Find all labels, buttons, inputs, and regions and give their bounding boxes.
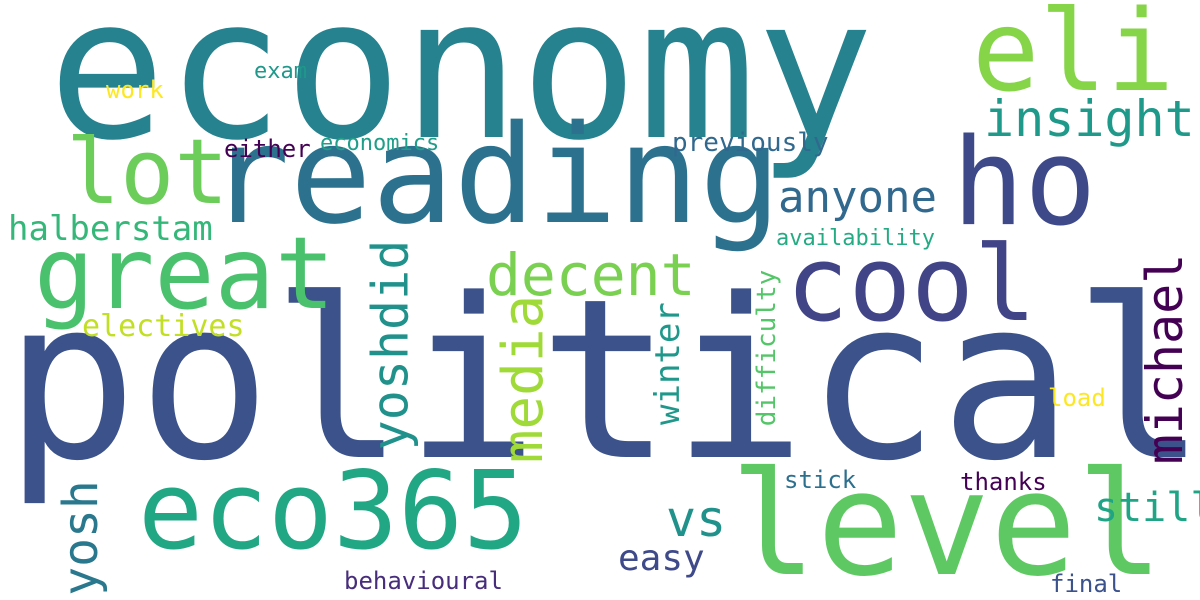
word-still: still <box>1094 485 1200 531</box>
word-insight: insight <box>984 90 1195 148</box>
word-previously: previously <box>672 128 829 158</box>
word-michael: michael <box>1136 253 1194 465</box>
word-final: final <box>1050 570 1123 598</box>
word-electives: electives <box>82 309 245 344</box>
word-political: political <box>4 252 1200 510</box>
word-eli: eli <box>972 0 1175 117</box>
word-ho: ho <box>952 114 1097 253</box>
word-availability: availability <box>776 226 935 251</box>
word-reading: reading <box>208 97 782 255</box>
word-easy: easy <box>618 538 705 579</box>
word-either: either <box>224 135 311 163</box>
word-economics: economics <box>320 131 440 156</box>
word-cool: cool <box>786 223 1037 345</box>
word-halberstam: halberstam <box>8 209 213 249</box>
word-exam: exam <box>254 59 307 84</box>
word-lot: lot <box>66 120 229 225</box>
word-level: level <box>730 440 1164 600</box>
word-stick: stick <box>784 466 857 494</box>
word-winter: winter <box>648 302 688 425</box>
word-yoshdid: yoshdid <box>361 239 420 451</box>
word-great: great <box>34 215 336 332</box>
word-vs: vs <box>666 490 727 548</box>
word-economy: economy <box>48 0 875 184</box>
word-media: media <box>491 294 556 464</box>
word-behavioural: behavioural <box>344 567 503 595</box>
word-anyone: anyone <box>778 172 937 223</box>
word-difficulty: difficulty <box>752 269 782 427</box>
word-thanks: thanks <box>960 468 1047 496</box>
word-yosh: yosh <box>53 480 109 596</box>
word-load: load <box>1048 384 1106 412</box>
word-decent: decent <box>486 241 696 309</box>
word-work: work <box>106 76 164 104</box>
word-eco365: eco365 <box>138 449 529 574</box>
